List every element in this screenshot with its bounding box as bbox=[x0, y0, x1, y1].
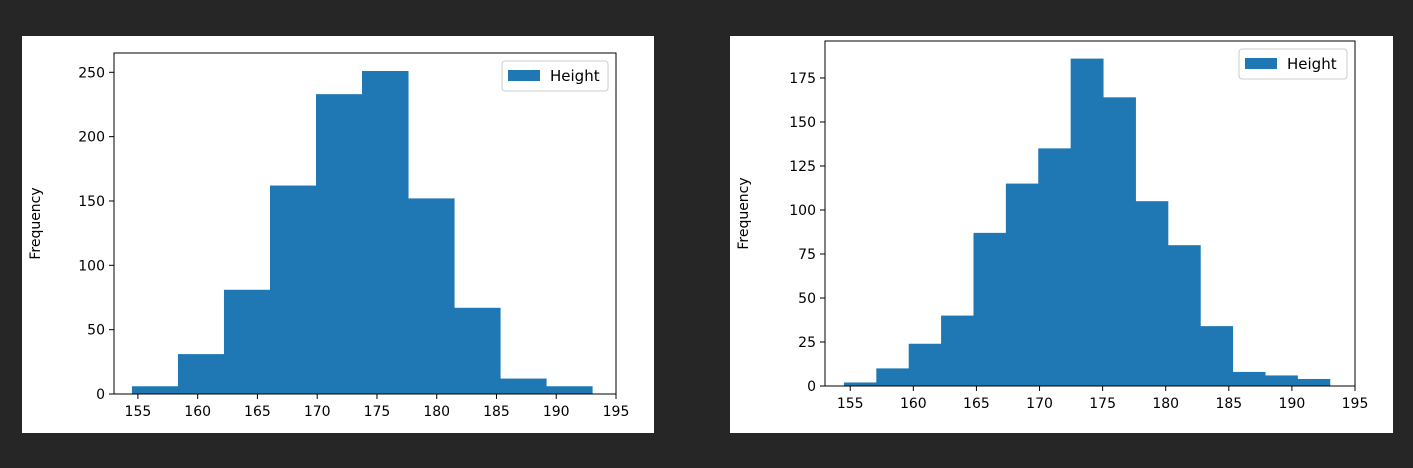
histogram-bar bbox=[941, 315, 974, 386]
histogram-bar bbox=[1005, 183, 1039, 386]
x-tick-label: 175 bbox=[1089, 396, 1116, 412]
histogram-bar bbox=[177, 354, 225, 394]
y-tick-label: 200 bbox=[78, 130, 105, 146]
histogram-panel-1: 155 160 165 170 175 180 185 190 195 0 50 100 150 200 2… bbox=[22, 36, 654, 433]
x-tick-label: 155 bbox=[125, 404, 152, 420]
histogram-bar bbox=[1264, 375, 1298, 386]
x-tick-label: 160 bbox=[184, 404, 211, 420]
y-tick-label: 50 bbox=[87, 323, 105, 339]
x-tick-label: 180 bbox=[1152, 396, 1179, 412]
legend-box bbox=[501, 60, 609, 92]
x-tick-label: 190 bbox=[1279, 396, 1306, 412]
y-tick-label: 250 bbox=[78, 65, 105, 81]
histogram-bar bbox=[1297, 378, 1331, 386]
x-tick-label: 180 bbox=[423, 404, 450, 420]
histogram-bars-1 bbox=[131, 71, 593, 395]
histogram-bar bbox=[1070, 58, 1104, 386]
histogram-bar bbox=[454, 307, 501, 394]
histogram-bar bbox=[1038, 148, 1072, 386]
plot-frame bbox=[824, 40, 1356, 387]
histogram-bar bbox=[546, 386, 593, 394]
histogram-bar bbox=[843, 382, 877, 386]
histogram-bar bbox=[876, 368, 910, 386]
histogram-bar bbox=[1200, 326, 1234, 386]
histogram-chart-2: 155 160 165 170 175 180 185 190 195 0 25 50 75 100 125… bbox=[736, 40, 1369, 412]
legend-entry: Height bbox=[550, 67, 600, 85]
y-axis-label: Frequency bbox=[28, 187, 44, 259]
y-tick-label: 75 bbox=[798, 247, 816, 263]
y-tick-label: 125 bbox=[789, 159, 816, 175]
y-tick-label: 175 bbox=[789, 71, 816, 87]
histogram-bar bbox=[1167, 245, 1201, 386]
x-tick-label: 165 bbox=[244, 404, 271, 420]
legend-swatch bbox=[508, 70, 540, 81]
histogram-bar bbox=[408, 198, 455, 394]
legend: Height bbox=[501, 60, 609, 92]
x-tick-label: 175 bbox=[364, 404, 391, 420]
x-tick-label: 170 bbox=[304, 404, 331, 420]
histogram-bars-2 bbox=[843, 58, 1331, 386]
y-tick-label: 0 bbox=[96, 387, 105, 403]
x-tick-label: 170 bbox=[1026, 396, 1053, 412]
histogram-bar bbox=[973, 232, 1007, 386]
histogram-bar bbox=[223, 289, 271, 394]
histogram-bar bbox=[1103, 97, 1136, 386]
x-tick-label: 160 bbox=[900, 396, 927, 412]
histogram-bar bbox=[908, 343, 942, 386]
y-tick-label: 150 bbox=[78, 194, 105, 210]
y-tick-label: 25 bbox=[798, 335, 816, 351]
y-tick-label: 100 bbox=[789, 203, 816, 219]
legend-swatch bbox=[1245, 58, 1277, 69]
x-tick-label: 165 bbox=[963, 396, 990, 412]
y-axis-label: Frequency bbox=[736, 177, 752, 249]
x-tick-label: 185 bbox=[1215, 396, 1242, 412]
x-tick-label: 155 bbox=[837, 396, 864, 412]
y-tick-label: 0 bbox=[807, 379, 816, 395]
plot-frame bbox=[113, 52, 617, 395]
histogram-bar bbox=[362, 71, 409, 395]
x-tick-label: 195 bbox=[1342, 396, 1369, 412]
histogram-bar bbox=[1232, 371, 1266, 386]
y-tick-label: 100 bbox=[78, 258, 105, 274]
y-tick-label: 50 bbox=[798, 291, 816, 307]
histogram-bar bbox=[1135, 201, 1169, 386]
histogram-bar bbox=[500, 378, 547, 394]
legend: Height bbox=[1238, 48, 1348, 80]
legend-box bbox=[1238, 48, 1348, 80]
x-tick-label: 195 bbox=[603, 404, 630, 420]
histogram-bar bbox=[269, 185, 317, 394]
histogram-bar bbox=[131, 386, 179, 394]
histogram-panel-2: 155 160 165 170 175 180 185 190 195 0 25 50 75 100 125… bbox=[730, 36, 1393, 433]
y-tick-label: 150 bbox=[789, 115, 816, 131]
histogram-chart-1: 155 160 165 170 175 180 185 190 195 0 50 100 150 200 2… bbox=[28, 52, 630, 420]
x-tick-label: 190 bbox=[543, 404, 570, 420]
legend-entry: Height bbox=[1287, 55, 1337, 73]
histogram-bar bbox=[315, 94, 363, 394]
x-tick-label: 185 bbox=[483, 404, 510, 420]
